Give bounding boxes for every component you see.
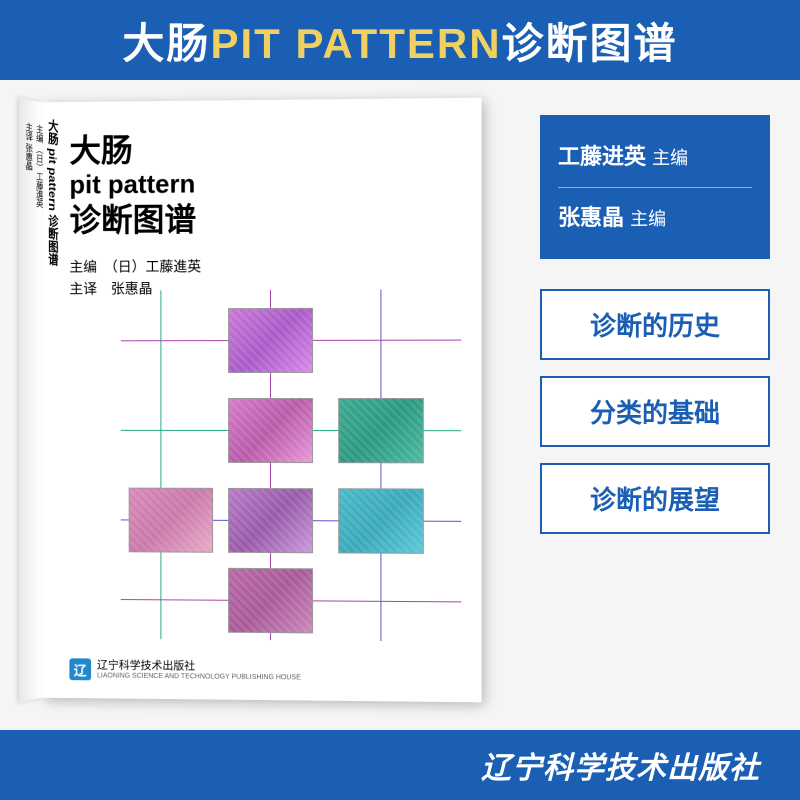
feature-box-2: 分类的基础 [540,376,770,447]
feature-text-2: 分类的基础 [554,393,756,430]
header-banner: 大肠PIT PATTERN诊断图谱 [0,0,800,80]
book-cover: 大肠 pit pattern 诊断图谱 主编 （日）工藤進英 主译 张惠晶 大肠… [42,98,482,703]
medical-image-tile-1 [228,308,313,373]
side-panel: 工藤进英 主编 张惠晶 主编 诊断的历史 分类的基础 诊断的展望 [540,115,770,550]
feature-box-1: 诊断的历史 [540,289,770,360]
book-title: 大肠 pit pattern 诊断图谱 [42,98,482,244]
publisher-en: LIAONING SCIENCE AND TECHNOLOGY PUBLISHI… [97,672,301,681]
main-content: 大肠 pit pattern 诊断图谱 主编 （日）工藤進英 主译 张惠晶 大肠… [0,80,800,720]
header-suffix: 诊断图谱 [502,20,678,67]
feature-text-1: 诊断的历史 [554,306,756,343]
feature-text-3: 诊断的展望 [554,480,756,517]
grid-line-v1 [160,290,161,639]
title-line1: 大肠 [69,128,453,170]
footer-bar: 辽宁科学技术出版社 [0,730,800,800]
medical-image-tile-4 [129,488,213,553]
medical-image-tile-2 [228,398,313,463]
author-1: 工藤进英 主编 [558,137,752,177]
medical-image-tile-3 [338,398,424,463]
feature-box-3: 诊断的展望 [540,463,770,534]
spine-title: 大肠 pit pattern 诊断图谱 主编 （日）工藤進英 主译 张惠晶 [19,98,65,282]
medical-image-tile-7 [228,568,313,634]
author-2: 张惠晶 主编 [558,198,752,238]
spine-editor: 主编 （日）工藤進英 [35,124,46,265]
editor-line: 主编 （日）工藤進英 [69,254,453,278]
header-cn: 大肠 [122,20,210,67]
publisher-logo-icon: 辽 [69,658,91,680]
header-title: 大肠PIT PATTERN诊断图谱 [122,10,677,71]
spine-translator: 主译 张惠晶 [24,122,35,264]
cover-grid [121,289,462,641]
title-line2: pit pattern [69,167,453,201]
medical-image-tile-6 [338,488,424,554]
book-spine: 大肠 pit pattern 诊断图谱 主编 （日）工藤進英 主译 张惠晶 [19,98,42,703]
medical-image-tile-5 [228,488,313,553]
grid-line-v3 [380,290,381,641]
publisher-text: 辽宁科学技术出版社 LIAONING SCIENCE AND TECHNOLOG… [97,660,301,681]
footer-publisher: 辽宁科学技术出版社 [481,743,760,787]
author-divider [558,187,752,188]
header-en: PIT PATTERN [210,20,501,67]
publisher-block: 辽 辽宁科学技术出版社 LIAONING SCIENCE AND TECHNOL… [69,658,300,682]
title-line3: 诊断图谱 [69,198,453,239]
author-box: 工藤进英 主编 张惠晶 主编 [540,115,770,259]
